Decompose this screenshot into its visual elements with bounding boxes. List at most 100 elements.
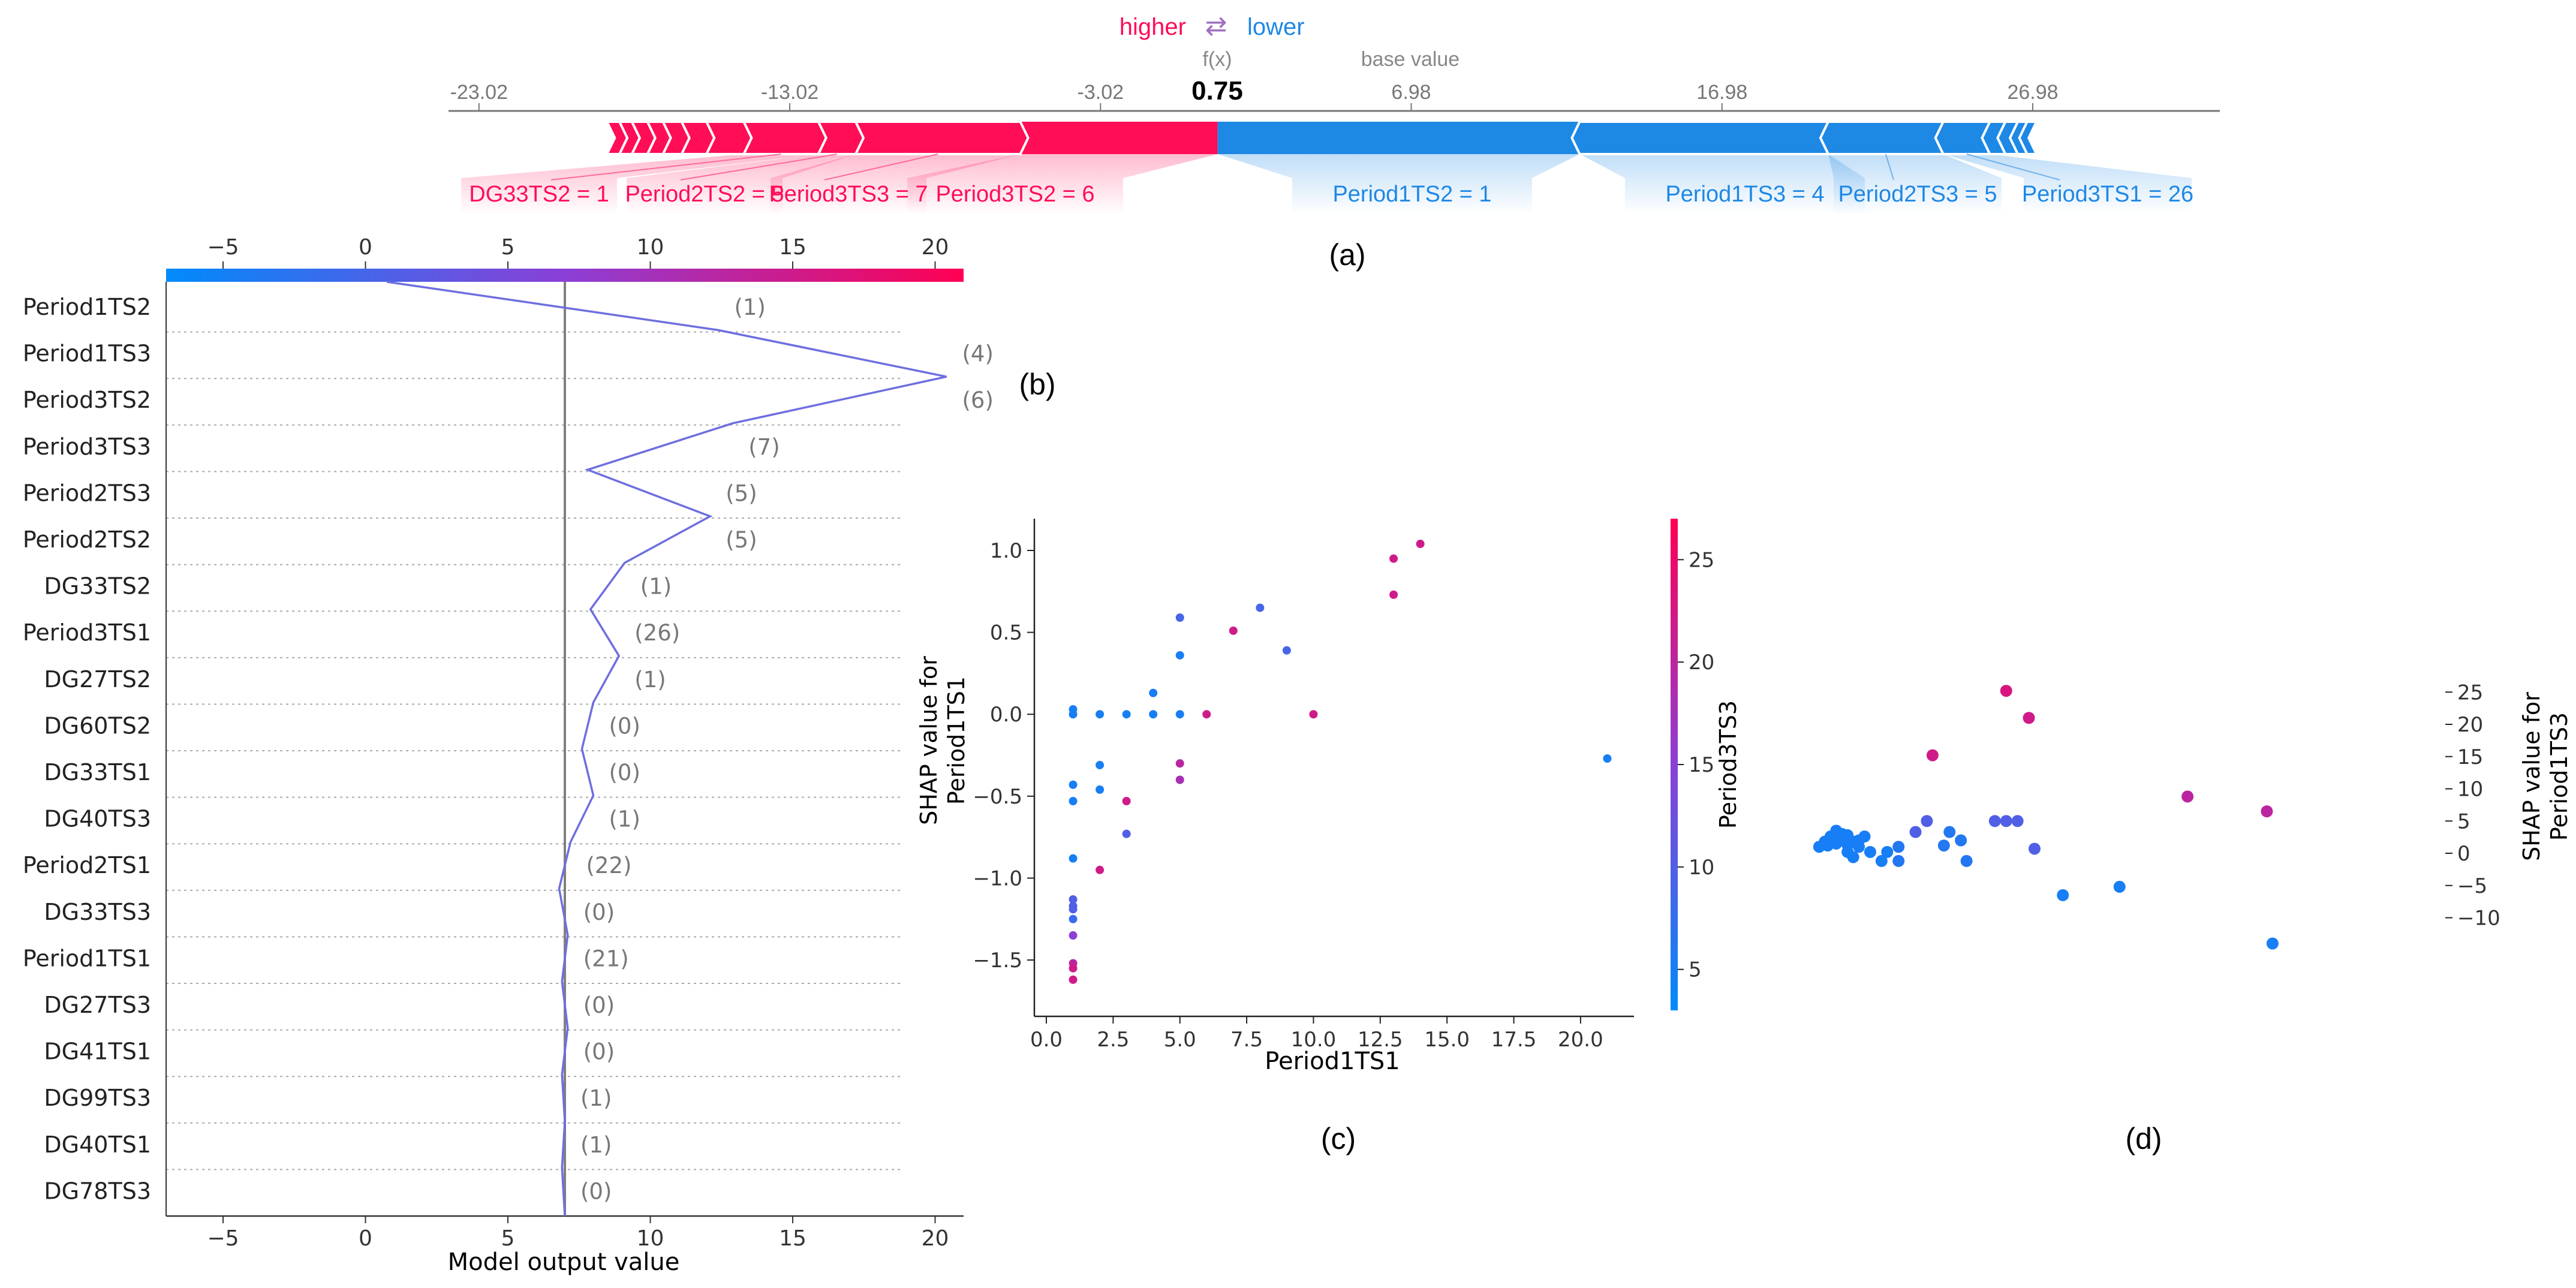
d-y-label-2: Period1TS3: [2546, 712, 2572, 841]
force-pos-seg-10: [605, 121, 629, 155]
c-colorbar-ticks: 5 10 15 20 25: [1678, 548, 1714, 982]
c-xtick-label-8: 20.0: [1558, 1028, 1603, 1052]
b-value-5: (5): [726, 527, 757, 553]
c-point-9: [1256, 603, 1265, 612]
force-pos-label-0: Period3TS2 = 6: [935, 182, 1094, 207]
force-neg-connector-2: [1885, 154, 1894, 180]
c-ctick-label-1: 10: [1689, 856, 1714, 880]
b-value-12: (22): [586, 853, 632, 878]
decision-plot: −5 0 5 10 15 20 Period1TS2 Period1TS3 Period3TS…: [23, 235, 1056, 1276]
c-point-13: [1309, 710, 1318, 719]
c-ctick-label-0: 5: [1689, 958, 1702, 982]
force-pos-seg-3: [742, 121, 827, 155]
force-neg-label-3: Period3TS1 = 26: [2022, 182, 2193, 207]
b-feature-8: DG27TS2: [44, 666, 151, 693]
force-neg-seg-2: [1819, 121, 1945, 155]
dependence-plot-c: 0.0 2.5 5.0 7.5 10.0 12.5 15.0 17.5 20.0 1.0 0.5 0…: [916, 519, 1741, 1155]
d-point-32: [2113, 880, 2126, 893]
top-axis-ticks: −5 0 5 10 15 20: [207, 235, 949, 269]
d-point-31: [2057, 889, 2069, 901]
b-value-8: (1): [634, 667, 666, 693]
b-feature-11: DG40TS3: [44, 806, 151, 832]
fx-value: 0.75: [1191, 76, 1243, 106]
c-point-20: [1069, 780, 1078, 789]
force-neg-label-0: Period1TS2 = 1: [1332, 182, 1491, 207]
d-point-28: [2000, 815, 2012, 827]
c-xtick-label-1: 2.5: [1097, 1028, 1129, 1052]
force-pos-connector-1: [824, 154, 938, 180]
dependence-plot-d: 25 20 15 10 5 0 −5 −10 SHAP value for Period1TS…: [1813, 681, 2572, 1155]
panel-label-b: (b): [1019, 368, 1055, 401]
c-y-label-2: Period1TS1: [943, 676, 970, 805]
c-ytick-label-1: 0.5: [990, 621, 1022, 645]
c-xtick-label-2: 5.0: [1164, 1028, 1196, 1052]
force-tick-label-5: 26.98: [2007, 81, 2058, 104]
force-neg-fade-1: [1579, 154, 1865, 214]
d-ytick-label-4: 5: [2457, 809, 2470, 833]
panel-label-c: (c): [1321, 1122, 1356, 1155]
feature-names: Period1TS2 Period1TS3 Period3TS2 Period3TS3…: [23, 294, 151, 1204]
fx-label: f(x): [1202, 48, 1232, 71]
force-pos-fade-0: [907, 154, 1218, 214]
b-value-2: (6): [962, 387, 994, 413]
b-bottom-tick-label-1: 0: [359, 1226, 372, 1251]
c-points: [1069, 540, 1612, 984]
c-xtick-label-5: 12.5: [1358, 1028, 1403, 1052]
d-ytick-label-3: 10: [2457, 778, 2483, 802]
legend-higher: higher: [1120, 14, 1186, 40]
d-point-11: [1853, 841, 1865, 853]
c-ctick-label-3: 20: [1689, 651, 1714, 675]
b-value-19: (0): [580, 1178, 612, 1204]
d-ytick-label-6: −5: [2457, 874, 2487, 898]
b-feature-9: DG60TS2: [44, 712, 151, 739]
b-value-13: (0): [583, 899, 615, 925]
bottom-axis-ticks: −5 0 5 10 15 20: [207, 1216, 949, 1251]
c-xtick-label-3: 7.5: [1230, 1028, 1263, 1052]
c-point-7: [1175, 651, 1184, 660]
c-ytick-label-3: −0.5: [973, 785, 1022, 809]
top-colorbar: [166, 269, 964, 282]
c-point-8: [1175, 613, 1184, 622]
c-ytick-label-2: 0.0: [990, 703, 1022, 727]
force-plot: higher ⇄ lower f(x) 0.75 base value -23.…: [449, 11, 2220, 272]
b-value-17: (1): [580, 1085, 612, 1111]
d-y-ticks: 25 20 15 10 5 0 −5 −10: [2445, 681, 2500, 931]
b-top-tick-label-5: 20: [922, 235, 949, 260]
c-x-label: Period1TS1: [1265, 1048, 1400, 1075]
force-neg-fade-2: [1828, 154, 2002, 214]
d-ytick-label-5: 0: [2457, 842, 2470, 866]
c-x-ticks: 0.0 2.5 5.0 7.5 10.0 12.5 15.0 17.5 20.0: [1030, 1016, 1603, 1052]
c-colorbar: [1671, 519, 1678, 1010]
force-pos-label-2: Period2TS2 = 5: [625, 182, 784, 207]
d-point-17: [1875, 854, 1888, 867]
b-value-6: (1): [640, 574, 672, 600]
b-feature-12: Period2TS1: [23, 852, 151, 878]
d-point-38: [2261, 805, 2273, 818]
d-point-22: [1943, 826, 1956, 838]
d-point-21: [1909, 826, 1922, 838]
c-point-18: [1096, 760, 1105, 769]
b-feature-3: Period3TS3: [23, 434, 151, 460]
d-point-26: [1921, 815, 1933, 827]
c-xtick-label-7: 17.5: [1491, 1028, 1537, 1052]
b-bottom-tick-label-5: 20: [922, 1226, 949, 1251]
d-point-29: [2011, 815, 2024, 827]
b-value-14: (21): [583, 946, 629, 971]
c-point-17: [1603, 754, 1612, 763]
force-neg-seg-0: [1217, 122, 1580, 154]
b-feature-5: Period2TS2: [23, 526, 151, 553]
force-neg-connector-3: [1966, 154, 2060, 180]
c-ytick-label-5: −1.5: [973, 949, 1022, 973]
d-point-19: [1892, 854, 1905, 867]
force-fades: [461, 154, 2192, 214]
c-point-19: [1096, 785, 1105, 794]
c-point-2: [1096, 710, 1105, 719]
d-points: [1813, 685, 2279, 950]
c-point-22: [1122, 797, 1131, 806]
d-point-15: [1841, 845, 1854, 858]
force-segments: [605, 121, 2039, 155]
c-xtick-label-0: 0.0: [1030, 1028, 1063, 1052]
b-feature-17: DG99TS3: [44, 1085, 151, 1111]
b-feature-19: DG78TS3: [44, 1178, 151, 1204]
